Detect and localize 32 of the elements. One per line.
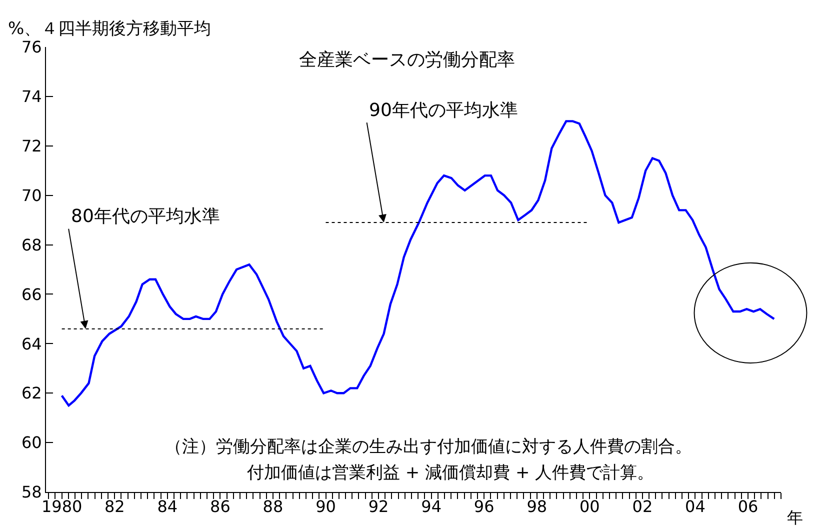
x-tick-label: 04 [685,497,706,516]
annotation: 90年代の平均水準 [369,100,518,121]
y-tick-label: 64 [21,334,42,354]
x-tick-label: 90 [316,497,336,516]
y-tick-label: 76 [21,38,42,57]
annotation: 80年代の平均水準 [71,206,220,227]
y-tick-label: 58 [21,482,42,502]
x-tick-label: 00 [579,497,600,516]
x-tick-label: 98 [526,497,548,516]
chart-title: 全産業ベースの労働分配率 [299,50,515,71]
line-series [60,120,776,407]
x-tick-label: 86 [210,497,230,516]
x-axis-title: 年 [787,508,803,527]
y-tick-label: 72 [21,136,42,156]
y-tick-label: 62 [21,384,42,403]
y-tick-label: 74 [21,87,42,106]
x-tick-label: 02 [632,497,653,516]
x-tick-label: 88 [262,497,284,516]
x-tick-label: 06 [738,497,758,516]
y-tick-label: 70 [21,186,42,205]
x-tick-label: 82 [104,497,125,516]
y-tick-label: 68 [21,235,42,254]
x-tick-label: 94 [421,497,442,516]
y-tick-label: 60 [21,433,42,452]
y-tick-label: 66 [21,284,42,304]
x-tick-label: 1980 [41,497,82,516]
y-axis-title: %、４四半期後方移動平均 [8,19,212,39]
annotation: （注）労働分配率は企業の生み出す付加価値に対する人件費の割合。 [165,437,692,457]
x-tick-label: 84 [157,497,178,516]
annotation: 付加価値は営業利益 + 減価償却費 + 人件費で計算。 [246,463,654,483]
x-tick-label: 92 [368,497,389,516]
x-tick-label: 96 [474,497,494,516]
